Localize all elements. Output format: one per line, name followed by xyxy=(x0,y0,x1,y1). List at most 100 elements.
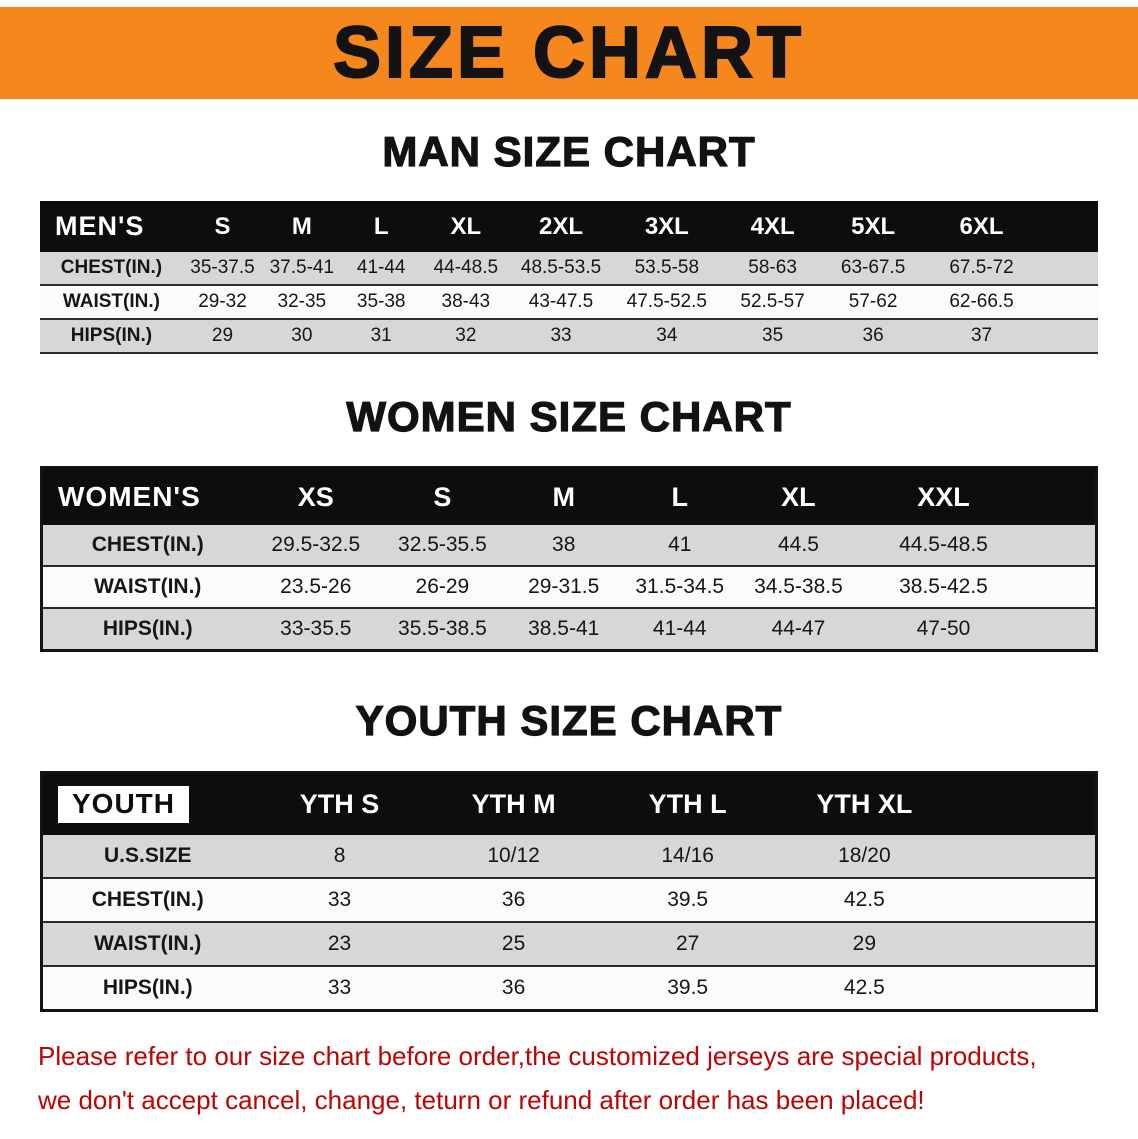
spacer-cell xyxy=(1028,566,1097,608)
row-label-cell: HIPS(IN.) xyxy=(70,325,153,347)
size-column-header: XS xyxy=(297,481,334,512)
value-cell: 39.5 xyxy=(667,887,709,911)
spacer-cell xyxy=(954,835,1096,878)
value-cell: 62-66.5 xyxy=(949,291,1014,313)
value-cell: 34.5-38.5 xyxy=(754,575,843,599)
size-column-header: XL xyxy=(450,212,482,240)
value-cell: 38 xyxy=(552,533,576,557)
size-chart-page: SIZE CHART MAN SIZE CHART MEN'S S M L XL 2XL 3… xyxy=(0,7,1138,1139)
disclaimer-line-1: Please refer to our size chart before or… xyxy=(38,1040,1037,1071)
size-column-header: 2XL xyxy=(539,212,584,240)
spacer-cell xyxy=(1040,252,1098,285)
value-cell: 36 xyxy=(501,975,526,999)
measurement-row: HIPS(IN.) 29 30 31 32 33 34 35 36 37 xyxy=(40,319,1098,354)
value-cell: 39.5 xyxy=(667,975,709,999)
spacer-cell xyxy=(954,966,1096,1011)
value-cell: 33-35.5 xyxy=(280,617,352,641)
value-cell: 43-47.5 xyxy=(528,291,594,313)
row-label-cell: CHEST(IN.) xyxy=(91,533,204,557)
row-label-cell: WAIST(IN.) xyxy=(62,291,160,313)
measurement-row: CHEST(IN.) 33 36 39.5 42.5 xyxy=(41,877,1097,922)
value-cell: 42.5 xyxy=(843,975,885,999)
size-column-header: 6XL xyxy=(959,212,1004,240)
value-cell: 18/20 xyxy=(838,843,891,867)
value-cell: 41 xyxy=(668,533,692,557)
row-label-cell: CHEST(IN.) xyxy=(60,257,163,279)
value-cell: 44-47 xyxy=(771,617,826,641)
value-cell: 27 xyxy=(675,931,700,955)
value-cell: 44.5 xyxy=(778,533,819,557)
banner-title: SIZE CHART xyxy=(332,13,805,93)
size-column-header: S xyxy=(433,481,452,512)
measurement-row: WAIST(IN.) 23.5-26 26-29 29-31.5 31.5-34.5 34… xyxy=(41,566,1097,609)
size-column-header: XL xyxy=(781,481,816,512)
value-cell: 38.5-41 xyxy=(528,617,600,641)
row-label-cell: CHEST(IN.) xyxy=(91,887,204,911)
value-cell: 44.5-48.5 xyxy=(899,533,988,557)
disclaimer-line-2: we don't accept cancel, change, teturn o… xyxy=(38,1084,925,1115)
row-label-cell: HIPS(IN.) xyxy=(102,617,193,641)
youth-size-table: YOUTH YTH S YTH M YTH L YTH XL U.S.SIZE 8 10/12… xyxy=(40,770,1098,1012)
measurement-row: CHEST(IN.) 35-37.5 37.5-41 41-44 44-48.5 48.5… xyxy=(40,252,1098,286)
size-column-header: M xyxy=(552,481,575,512)
value-cell: 37.5-41 xyxy=(269,257,335,279)
youth-section-heading: YOUTH SIZE CHART xyxy=(355,697,783,745)
measurement-row: WAIST(IN.) 23 25 27 29 xyxy=(41,921,1097,966)
value-cell: 53.5-58 xyxy=(634,257,700,279)
size-column-header: 5XL xyxy=(851,212,896,240)
value-cell: 26-29 xyxy=(415,575,470,599)
size-column-header: YTH XL xyxy=(816,788,913,819)
value-cell: 30 xyxy=(291,325,313,347)
value-cell: 44-48.5 xyxy=(433,257,499,279)
value-cell: 33 xyxy=(327,975,352,999)
size-column-header: XXL xyxy=(917,481,970,512)
value-cell: 35-38 xyxy=(356,291,406,313)
value-cell: 37 xyxy=(970,325,993,347)
spacer-cell xyxy=(1040,285,1098,319)
table-title-cell: MEN'S xyxy=(55,211,145,242)
value-cell: 34 xyxy=(656,325,678,347)
measurement-row: WAIST(IN.) 29-32 32-35 35-38 38-43 43-47.5 47.… xyxy=(40,285,1098,320)
spacer-cell xyxy=(1028,468,1097,526)
value-cell: 47-50 xyxy=(916,617,971,641)
spacer-cell xyxy=(954,922,1096,966)
size-column-header: L xyxy=(671,481,689,512)
value-cell: 57-62 xyxy=(848,291,898,313)
youth-size-chart-section: YOUTH SIZE CHART YOUTH YTH S YTH M YTH L YTH… xyxy=(0,697,1138,1012)
value-cell: 29 xyxy=(211,325,234,347)
size-column-header: YTH M xyxy=(471,788,556,819)
size-chart-banner: SIZE CHART xyxy=(0,7,1138,99)
row-label-cell: WAIST(IN.) xyxy=(94,575,202,599)
value-cell: 41-44 xyxy=(652,617,707,641)
size-header-row: WOMEN'S XS S M L XL XXL xyxy=(41,467,1097,526)
value-cell: 52.5-57 xyxy=(740,291,805,313)
size-header-row: MEN'S S M L XL 2XL 3XL 4XL 5XL 6XL xyxy=(40,201,1098,253)
row-label-cell: HIPS(IN.) xyxy=(102,975,193,999)
value-cell: 33 xyxy=(327,887,352,911)
value-cell: 29-32 xyxy=(198,291,247,313)
value-cell: 47.5-52.5 xyxy=(626,291,707,313)
women-size-table: WOMEN'S XS S M L XL XXL CHEST(IN.) 29.5-32.5 32.5… xyxy=(40,466,1098,653)
spacer-cell xyxy=(1028,525,1097,566)
spacer-cell xyxy=(954,772,1096,835)
value-cell: 36 xyxy=(501,887,526,911)
value-cell: 63-67.5 xyxy=(840,257,906,279)
size-column-header: L xyxy=(373,212,389,240)
value-cell: 32-35 xyxy=(277,291,327,313)
size-column-header: S xyxy=(214,212,231,240)
value-cell: 42.5 xyxy=(843,887,885,911)
value-cell: 41-44 xyxy=(356,257,406,279)
size-column-header: YTH L xyxy=(648,788,727,819)
men-section-heading: MAN SIZE CHART xyxy=(382,128,756,176)
value-cell: 35.5-38.5 xyxy=(398,617,487,641)
value-cell: 14/16 xyxy=(661,843,714,867)
men-size-chart-section: MAN SIZE CHART MEN'S S M L XL 2XL 3XL 4XL 5XL 6XL… xyxy=(0,128,1138,354)
value-cell: 8 xyxy=(333,843,346,867)
value-cell: 23.5-26 xyxy=(280,575,352,599)
value-cell: 48.5-53.5 xyxy=(520,257,602,279)
value-cell: 33 xyxy=(550,325,572,347)
value-cell: 29-31.5 xyxy=(528,575,600,599)
value-cell: 10/12 xyxy=(487,843,540,867)
value-cell: 31 xyxy=(370,325,392,347)
value-cell: 25 xyxy=(501,931,526,955)
